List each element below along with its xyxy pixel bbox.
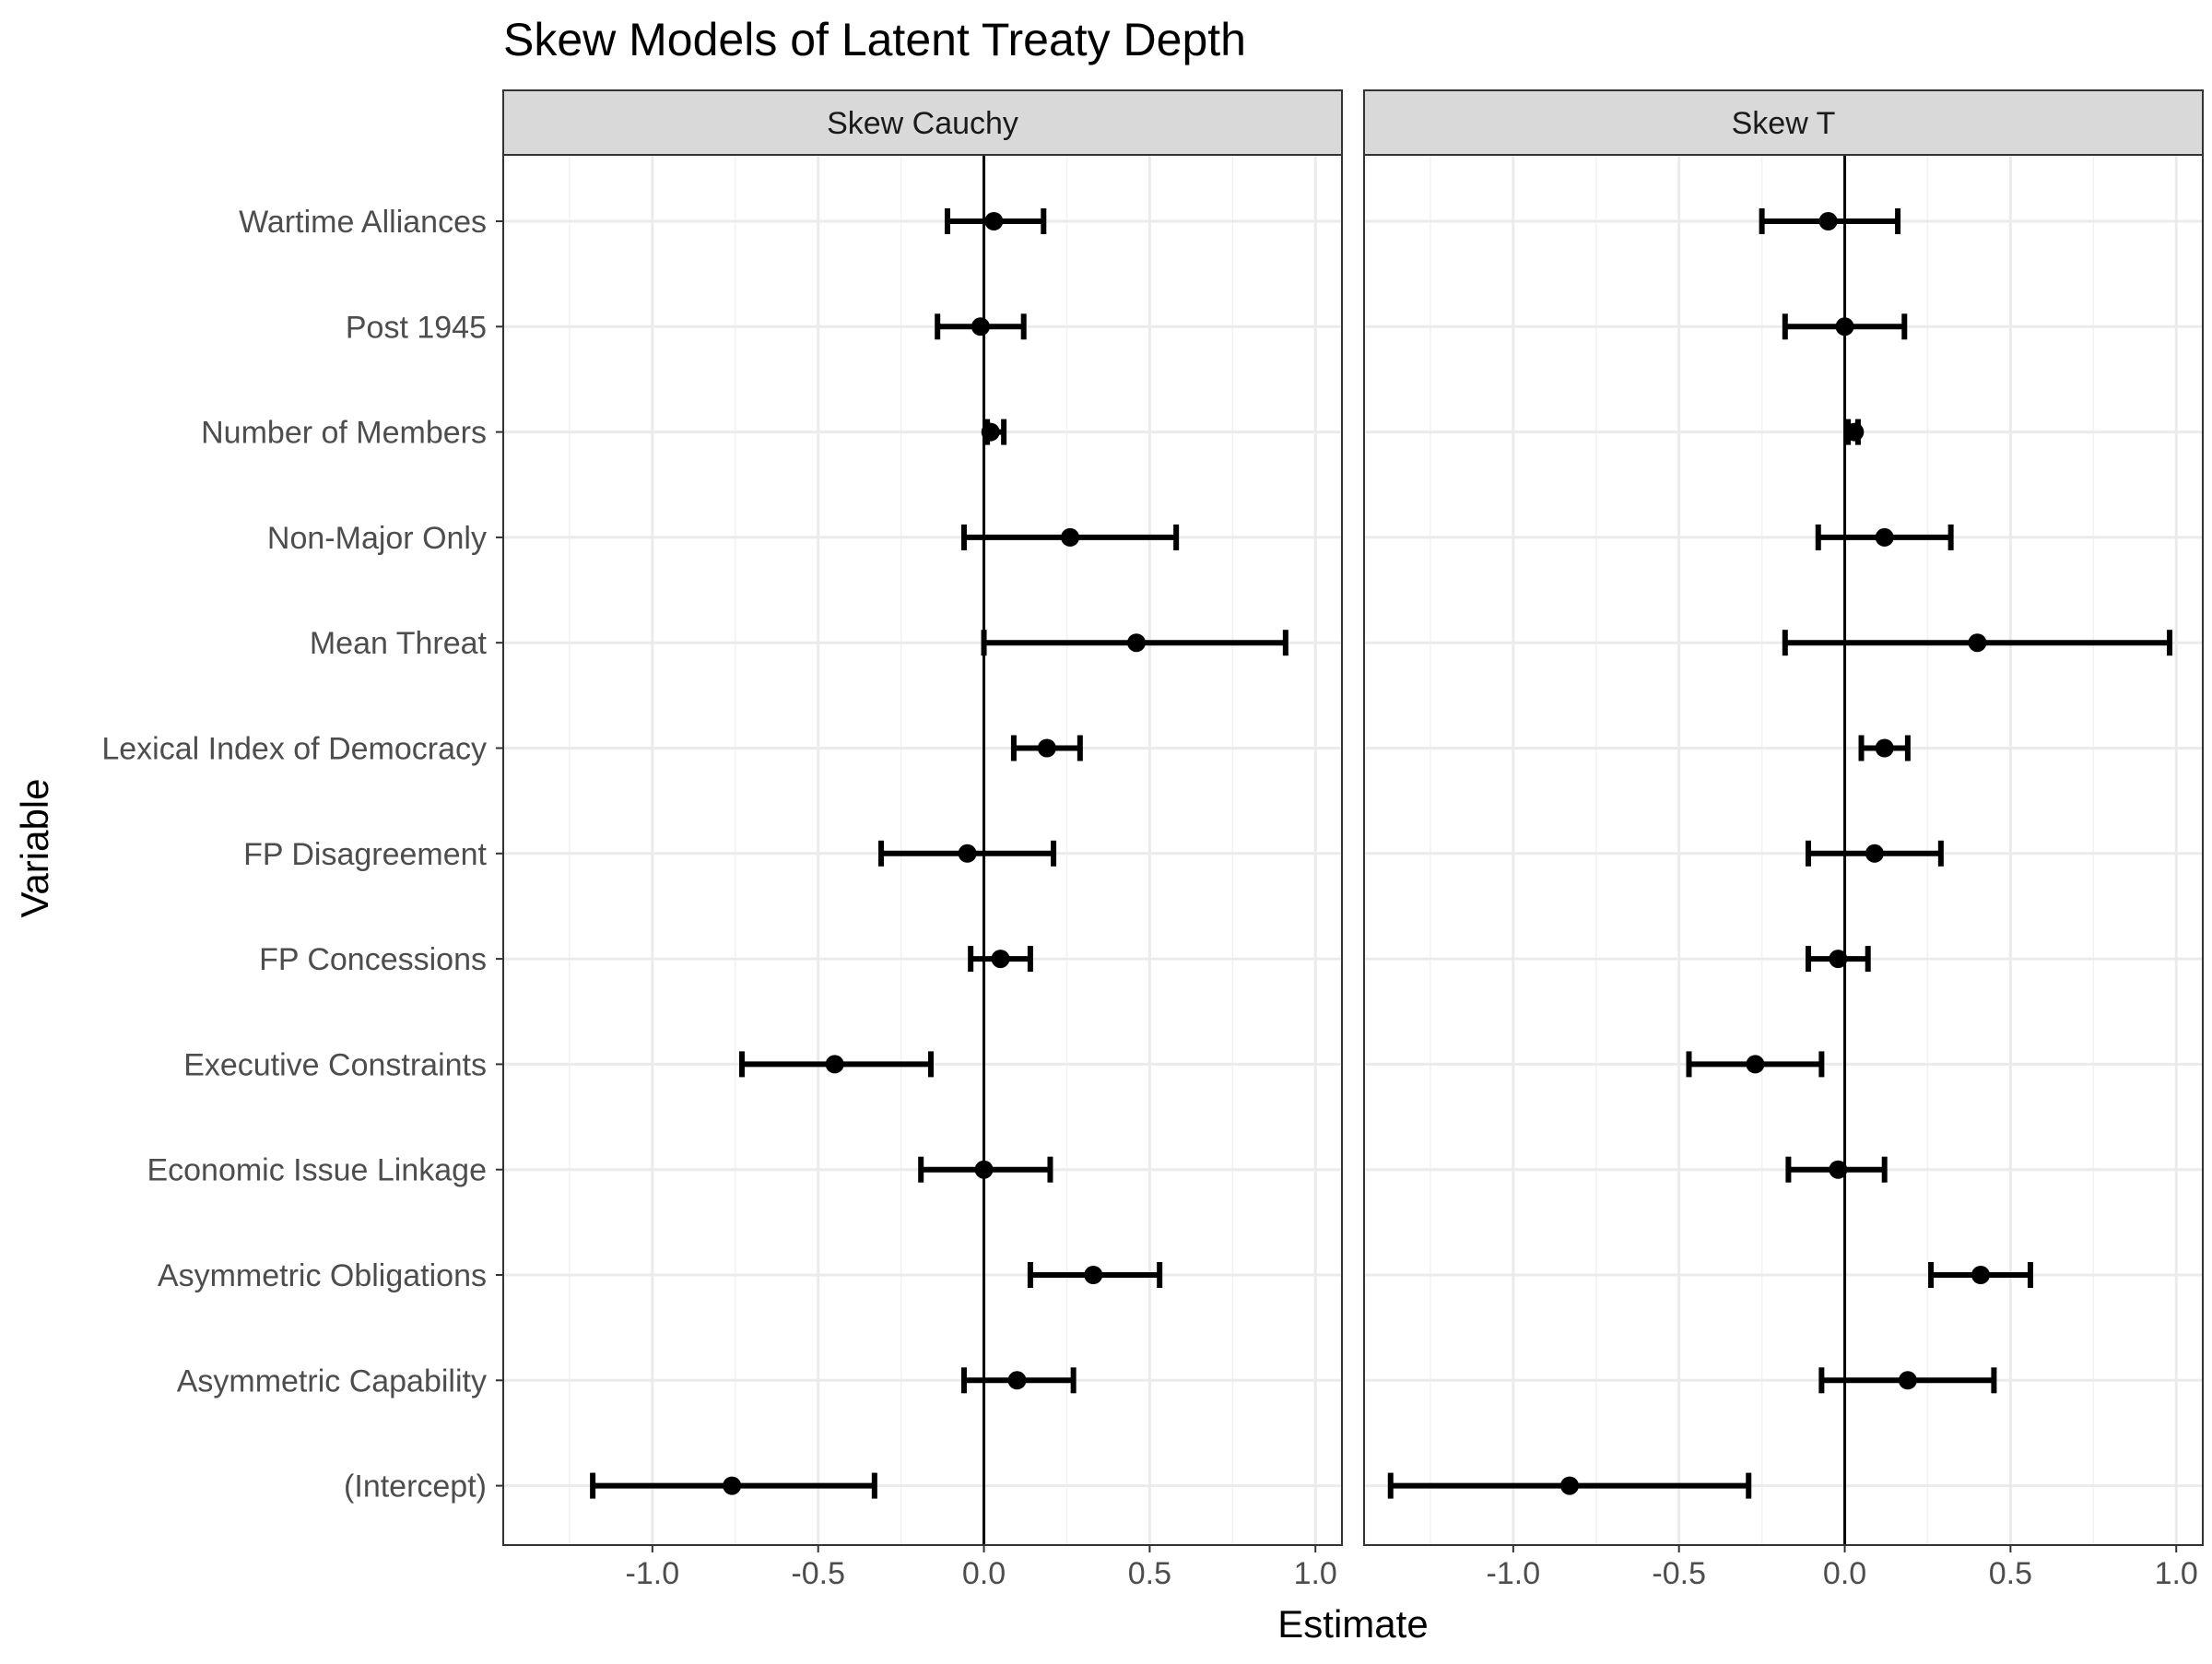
y-axis-title: Variable	[13, 779, 56, 918]
y-tick-label: Economic Issue Linkage	[147, 1153, 487, 1188]
y-tick-label: Number of Members	[201, 416, 487, 451]
y-tick-label: FP Disagreement	[243, 837, 487, 872]
y-tick-label: Asymmetric Obligations	[158, 1258, 487, 1293]
panel-border	[502, 154, 1343, 1546]
estimate-point	[1835, 317, 1854, 336]
x-tick-label: -1.0	[626, 1556, 680, 1591]
y-tick-label: Wartime Alliances	[239, 205, 487, 240]
y-tick-label: Asymmetric Capability	[177, 1363, 487, 1398]
x-tick-label: -0.5	[791, 1556, 845, 1591]
estimate-point	[1084, 1266, 1103, 1284]
panel-strip-label: Skew Cauchy	[827, 106, 1018, 141]
estimate-point	[1829, 1160, 1848, 1179]
y-tick-label: (Intercept)	[344, 1469, 487, 1505]
y-tick-label: Non-Major Only	[267, 521, 487, 556]
estimate-point	[723, 1476, 742, 1495]
estimate-point	[1818, 212, 1838, 230]
panel-border	[1363, 154, 2204, 1546]
estimate-point	[1061, 527, 1080, 547]
estimate-point	[984, 212, 1004, 230]
estimate-point	[1845, 422, 1865, 442]
y-tick-label: Executive Constraints	[183, 1047, 487, 1082]
estimate-point	[1898, 1371, 1917, 1390]
x-tick-label: 1.0	[2155, 1556, 2198, 1591]
x-tick-label: 0.5	[1989, 1556, 2032, 1591]
x-tick-label: -0.5	[1652, 1556, 1706, 1591]
estimate-point	[1971, 1266, 1991, 1284]
estimate-point	[1875, 527, 1894, 547]
estimate-point	[825, 1055, 844, 1074]
estimate-point	[974, 1160, 994, 1179]
panel-strip-label: Skew T	[1732, 106, 1836, 141]
panel-strip	[1363, 89, 2204, 156]
estimate-point	[991, 950, 1010, 969]
x-tick-label: -1.0	[1487, 1556, 1541, 1591]
y-axis: Wartime Alliances Post 1945 Number of Memb…	[101, 205, 503, 1505]
estimate-point	[1968, 633, 1987, 653]
estimate-point	[1126, 633, 1146, 653]
x-tick-label: 1.0	[1294, 1556, 1337, 1591]
panel-skew-t: Skew T -1.0 -0.5 0.0 0.5 1.0	[1363, 89, 2204, 1591]
estimate-point	[1007, 1371, 1027, 1390]
estimate-point	[1865, 844, 1884, 863]
y-tick-label: Mean Threat	[310, 626, 488, 661]
estimate-point	[1037, 738, 1056, 758]
estimate-point	[971, 317, 990, 336]
x-tick-label: 0.0	[962, 1556, 1006, 1591]
y-tick-label: FP Concessions	[259, 942, 487, 977]
y-tick-label: Post 1945	[346, 310, 487, 345]
estimate-point	[1746, 1055, 1765, 1074]
x-tick-label: 0.0	[1823, 1556, 1866, 1591]
plot-background	[503, 155, 1342, 1545]
estimate-point	[1875, 738, 1894, 758]
x-axis-title: Estimate	[1277, 1602, 1428, 1646]
estimate-point	[958, 844, 977, 863]
panel-strip	[502, 89, 1343, 156]
chart-title: Skew Models of Latent Treaty Depth	[503, 14, 1246, 65]
x-tick-label: 0.5	[1128, 1556, 1171, 1591]
estimate-point	[1560, 1476, 1580, 1495]
panel-skew-cauchy: Skew Cauchy -1.0 -0.5 0.0 0.5 1.0	[502, 89, 1343, 1591]
y-tick-label: Lexical Index of Democracy	[101, 732, 487, 767]
estimate-point	[1829, 950, 1848, 969]
plot-background	[1364, 155, 2203, 1545]
panels: Skew Cauchy -1.0 -0.5 0.0 0.5 1.0 Skew T -1.0 -0…	[502, 89, 2204, 1591]
estimate-point	[981, 422, 1000, 442]
